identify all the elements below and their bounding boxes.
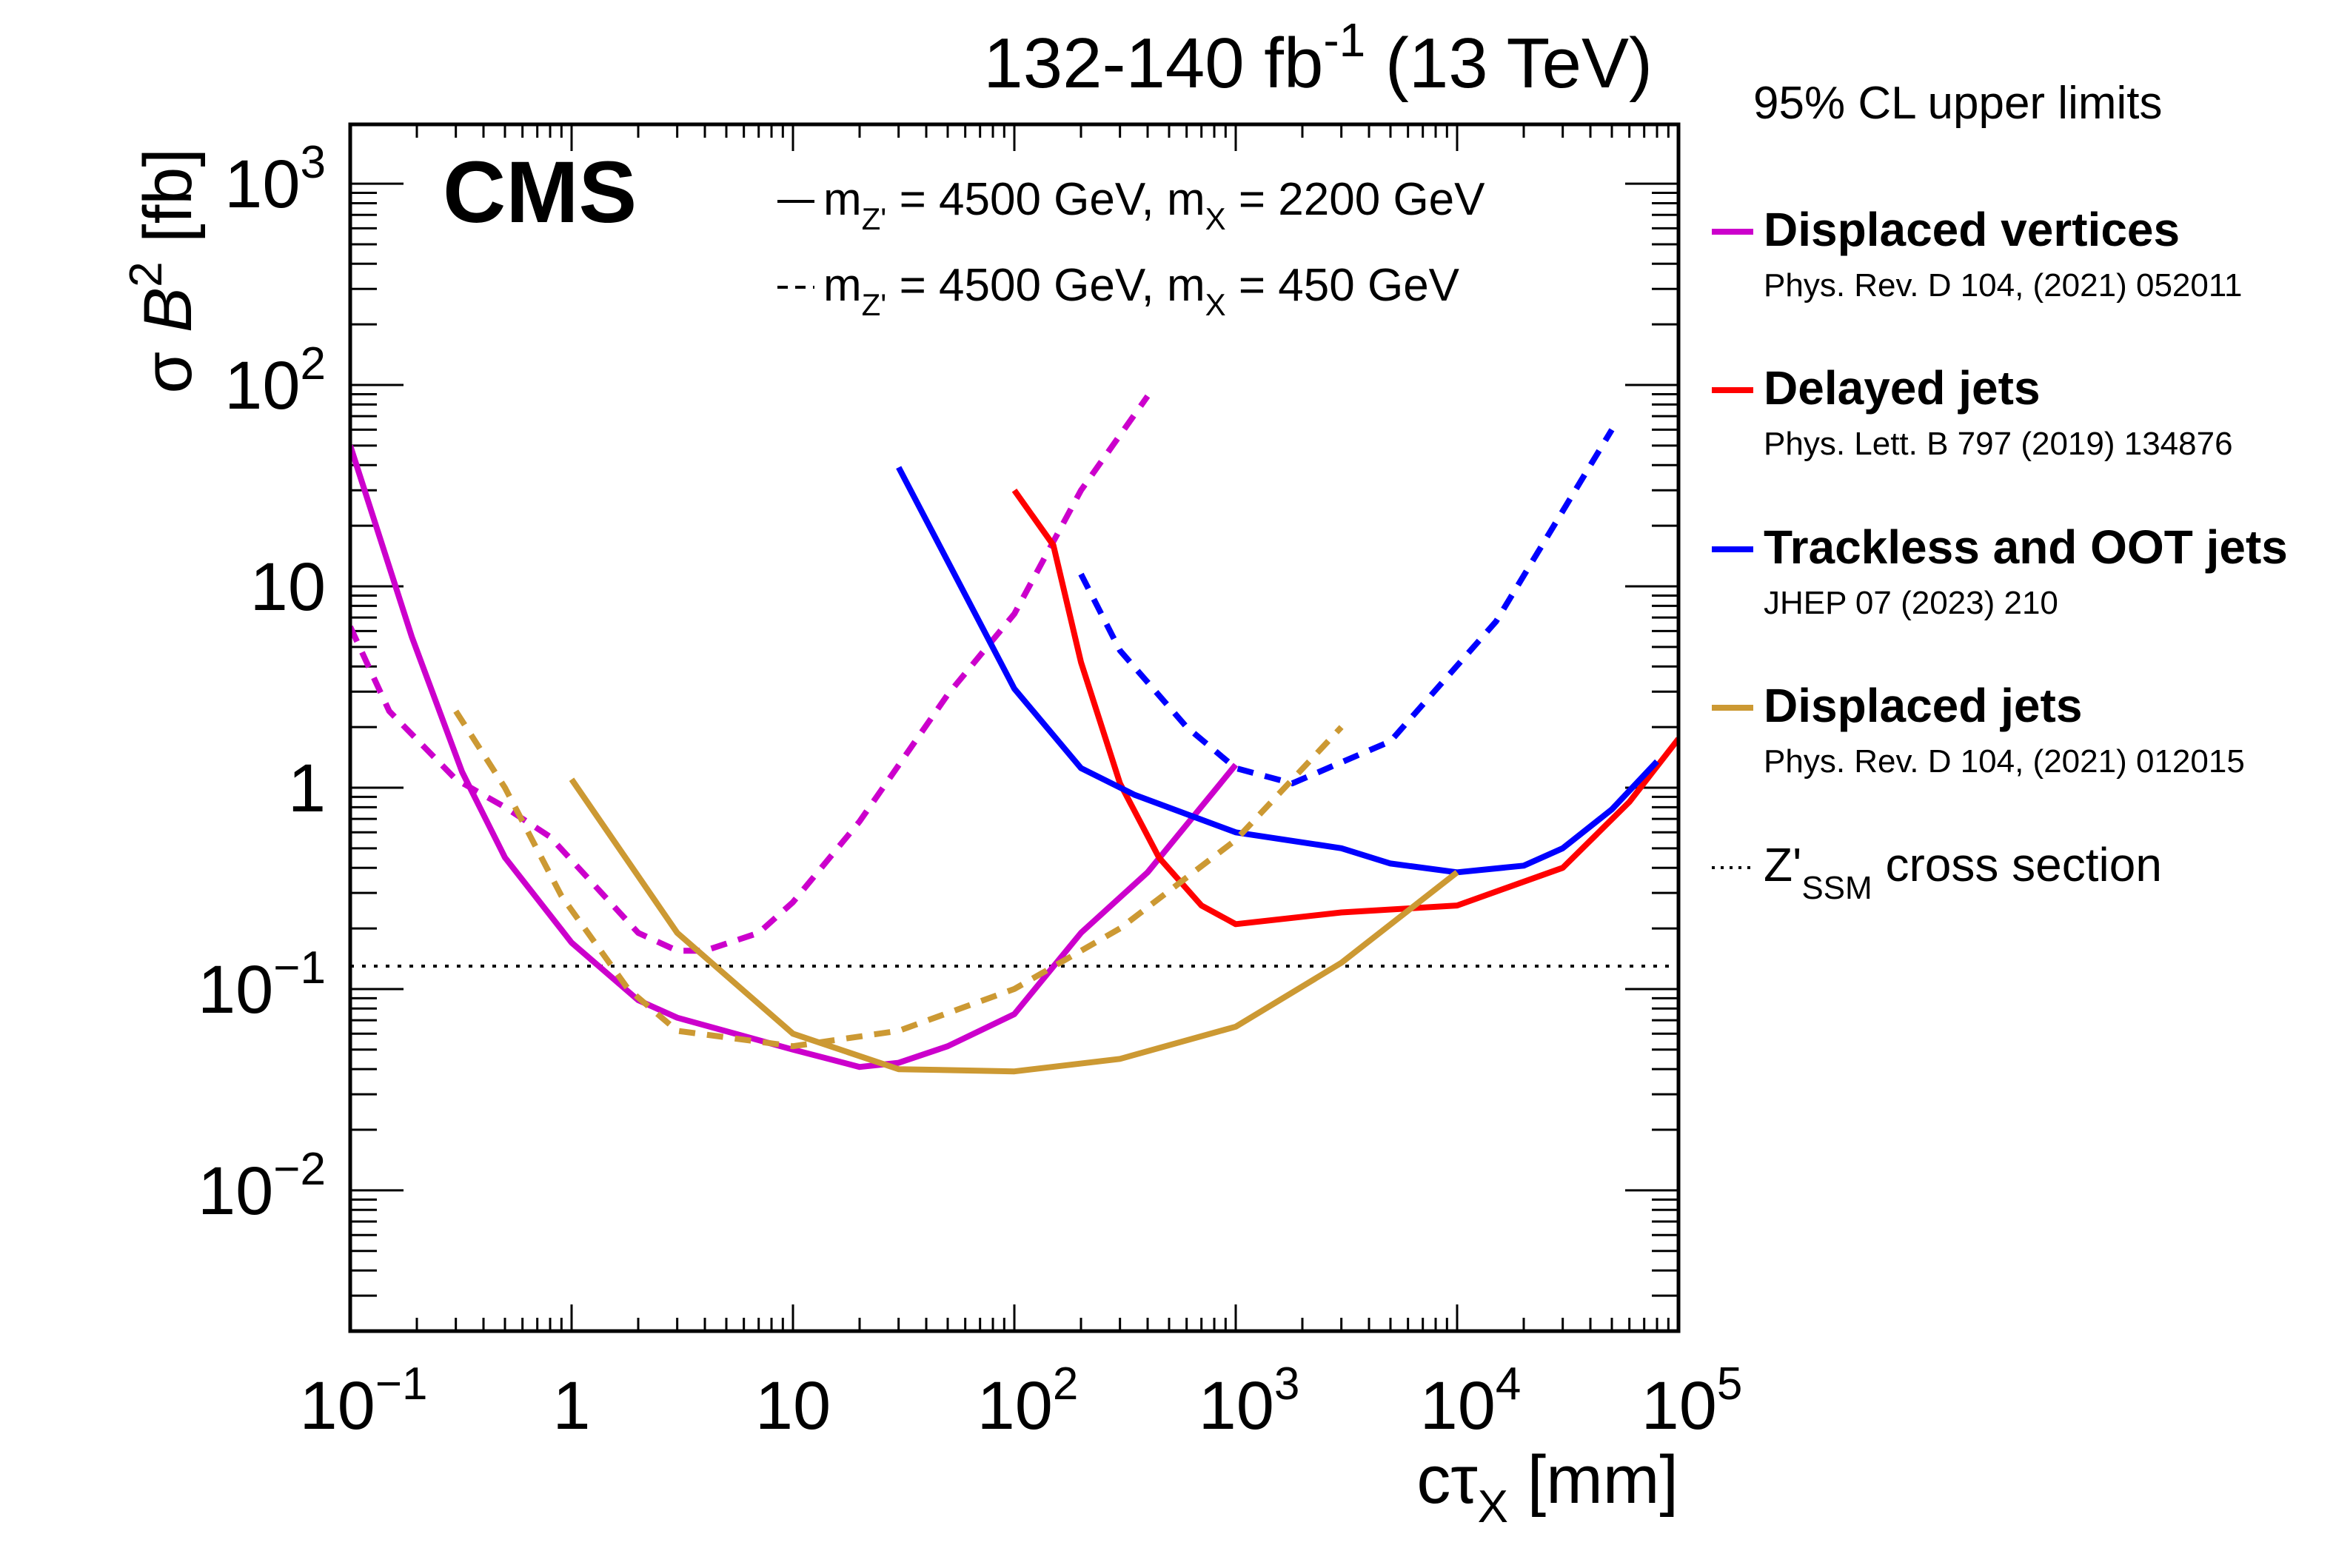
y-tick-label: 1 (288, 751, 326, 826)
curve-trackless-and-oot-jets-dashed (1078, 428, 1615, 787)
x-tick-label: 104 (1420, 1358, 1522, 1444)
tick-base: 10 (224, 147, 300, 222)
legend-label: Displaced jets (1764, 679, 2082, 732)
legend-label: Displaced vertices (1764, 203, 2180, 256)
x-tick-label: 1 (552, 1368, 590, 1444)
tick-exponent: 4 (1496, 1358, 1521, 1410)
tick-exponent: −1 (273, 942, 326, 994)
y-tick-label: 103 (224, 137, 326, 222)
mass-legend: mZ' = 4500 GeV, mX = 2200 GeV mZ' = 4500… (777, 174, 1485, 322)
axis-ticks (349, 124, 1680, 1333)
tick-exponent: 3 (301, 137, 326, 188)
y-tick-label: 10−2 (198, 1144, 326, 1229)
chart-title: 132-140 fb-1 (13 TeV) (983, 13, 1653, 103)
tick-base: 10 (224, 348, 300, 423)
ssm-subscript: SSM (1801, 870, 1872, 906)
tick-exponent: −1 (375, 1358, 428, 1410)
plot-frame (348, 122, 1681, 1333)
tick-exponent: −2 (273, 1144, 326, 1195)
legend-label: Z'SSM cross section (1764, 838, 2162, 906)
zprime-subscript: Z' (862, 201, 887, 236)
title-tail: (13 TeV) (1365, 24, 1653, 103)
x-tick-label: 102 (977, 1358, 1079, 1444)
legend-reference: Phys. Rev. D 104, (2021) 052011 (1764, 267, 2243, 304)
tick-base: 10 (1641, 1368, 1717, 1444)
limit-curves (350, 394, 1678, 1075)
curve-displaced-jets-dashed (453, 709, 1344, 1050)
tick-base: 10 (977, 1368, 1053, 1444)
curve-displaced-jets-solid (569, 777, 1459, 1075)
y-label-sigma: σ (130, 332, 206, 393)
legend-entry-trackless-oot-jets: Trackless and OOT jets JHEP 07 (2023) 21… (1712, 520, 2288, 621)
mass-legend-dashed: mZ' = 4500 GeV, mX = 450 GeV (823, 260, 1460, 322)
cross-section-text: cross section (1872, 838, 2162, 891)
legend-entry-delayed-jets: Delayed jets Phys. Lett. B 797 (2019) 13… (1712, 361, 2233, 462)
tick-base: 10 (299, 1368, 375, 1444)
mass-text: = 4500 GeV, m (886, 174, 1205, 225)
tick-exponent: 5 (1717, 1358, 1742, 1410)
y-label-b: B (130, 287, 206, 332)
x-tick-label: 105 (1641, 1358, 1743, 1444)
x-tick-label: 10−1 (299, 1358, 427, 1444)
m-label: m (823, 260, 862, 311)
tick-base: 10 (1199, 1368, 1274, 1444)
x-tick-label: 10 (755, 1368, 831, 1444)
tick-exponent: 2 (301, 338, 326, 389)
legend-label: Delayed jets (1764, 361, 2041, 415)
mass-text-tail: = 450 GeV (1226, 260, 1460, 311)
y-axis-label: σ B2 [fb] (121, 148, 206, 394)
x-label-tail: [mm] (1508, 1442, 1678, 1518)
tick-base: 10 (198, 952, 273, 1028)
y-tick-label: 10 (250, 549, 326, 625)
legend-title: 95% CL upper limits (1753, 78, 2163, 129)
x-tick-label: 103 (1199, 1358, 1300, 1444)
legend-reference: JHEP 07 (2023) 210 (1764, 585, 2058, 621)
legend: 95% CL upper limits Displaced vertices P… (1712, 78, 2288, 906)
mass-text: = 4500 GeV, m (886, 260, 1205, 311)
legend-reference: Phys. Rev. D 104, (2021) 012015 (1764, 743, 2245, 780)
tick-base: 10 (250, 549, 326, 625)
zprime-label: Z' (1764, 838, 1801, 891)
x-label-main: cτ (1416, 1442, 1477, 1518)
legend-reference: Phys. Lett. B 797 (2019) 134876 (1764, 426, 2233, 462)
y-tick-label: 102 (224, 338, 326, 423)
title-main: 132-140 fb (983, 24, 1323, 103)
tick-exponent: 2 (1053, 1358, 1078, 1410)
tick-base: 10 (1420, 1368, 1496, 1444)
legend-entry-displaced-vertices: Displaced vertices Phys. Rev. D 104, (20… (1712, 203, 2243, 304)
experiment-label: CMS (443, 144, 637, 241)
tick-base: 1 (552, 1368, 590, 1444)
mass-text-tail: = 2200 GeV (1226, 174, 1486, 225)
x-subscript: X (1205, 287, 1226, 322)
x-axis-label: cτX [mm] (1416, 1442, 1678, 1532)
tick-exponent: 3 (1274, 1358, 1299, 1410)
tick-base: 10 (198, 1153, 273, 1229)
legend-entry-zssm-cross-section: Z'SSM cross section (1712, 838, 2162, 906)
m-label: m (823, 174, 862, 225)
y-label-superscript: 2 (121, 261, 172, 287)
curve-displaced-vertices-solid (350, 444, 1239, 1071)
curve-delayed-jets-solid (1011, 488, 1678, 928)
title-superscript: -1 (1323, 13, 1365, 67)
tick-base: 10 (755, 1368, 831, 1444)
curve-trackless-and-oot-jets-solid (896, 466, 1659, 876)
legend-label: Trackless and OOT jets (1764, 520, 2288, 574)
x-subscript: X (1205, 201, 1226, 236)
x-label-subscript: X (1478, 1481, 1508, 1532)
y-label-tail: [fb] (130, 148, 206, 261)
tick-base: 1 (288, 751, 326, 826)
curve-displaced-vertices-dashed (350, 394, 1151, 954)
zprime-subscript: Z' (862, 287, 887, 322)
mass-legend-solid: mZ' = 4500 GeV, mX = 2200 GeV (823, 174, 1485, 236)
y-tick-label: 10−1 (198, 942, 326, 1028)
legend-entry-displaced-jets: Displaced jets Phys. Rev. D 104, (2021) … (1712, 679, 2245, 780)
